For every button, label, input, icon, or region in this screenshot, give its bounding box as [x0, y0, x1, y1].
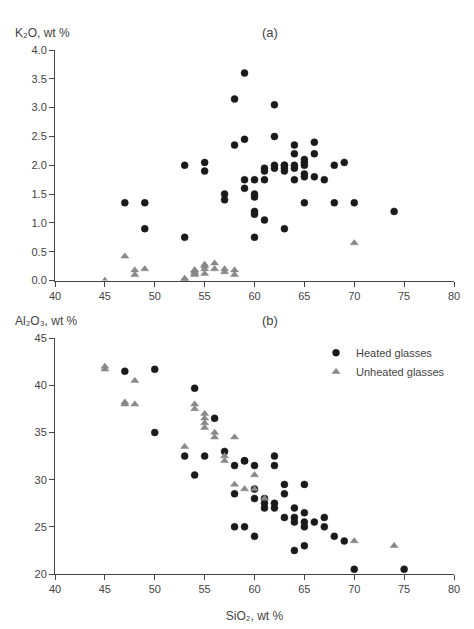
svg-text:55: 55: [199, 290, 211, 302]
svg-text:55: 55: [199, 583, 211, 595]
svg-text:80: 80: [448, 290, 460, 302]
svg-text:Unheated glasses: Unheated glasses: [356, 366, 445, 378]
svg-text:45: 45: [35, 332, 47, 344]
svg-text:30: 30: [35, 474, 47, 486]
svg-text:4.0: 4.0: [32, 44, 47, 56]
svg-text:60: 60: [248, 583, 260, 595]
svg-text:(b): (b): [262, 313, 278, 328]
svg-text:2.5: 2.5: [32, 130, 47, 142]
svg-text:25: 25: [35, 521, 47, 533]
svg-text:50: 50: [149, 583, 161, 595]
svg-text:70: 70: [348, 290, 360, 302]
svg-text:45: 45: [99, 583, 111, 595]
svg-text:75: 75: [398, 290, 410, 302]
svg-text:Al₂O₃, wt %: Al₂O₃, wt %: [15, 314, 78, 328]
svg-text:50: 50: [149, 290, 161, 302]
svg-text:SiO₂, wt %: SiO₂, wt %: [226, 609, 284, 623]
svg-text:65: 65: [298, 583, 310, 595]
svg-text:40: 40: [49, 583, 61, 595]
svg-text:40: 40: [49, 290, 61, 302]
svg-text:80: 80: [448, 583, 460, 595]
svg-text:60: 60: [248, 290, 260, 302]
svg-text:35: 35: [35, 426, 47, 438]
svg-text:(a): (a): [262, 25, 278, 40]
svg-text:65: 65: [298, 290, 310, 302]
svg-text:0.5: 0.5: [32, 246, 47, 258]
svg-text:1.0: 1.0: [32, 217, 47, 229]
svg-text:2.0: 2.0: [32, 159, 47, 171]
svg-text:20: 20: [35, 568, 47, 580]
svg-text:45: 45: [99, 290, 111, 302]
svg-text:75: 75: [398, 583, 410, 595]
svg-text:Heated glasses: Heated glasses: [356, 347, 432, 359]
svg-text:1.5: 1.5: [32, 188, 47, 200]
svg-text:70: 70: [348, 583, 360, 595]
svg-text:3.0: 3.0: [32, 101, 47, 113]
svg-text:3.5: 3.5: [32, 73, 47, 85]
svg-text:K₂O, wt %: K₂O, wt %: [15, 26, 70, 40]
svg-text:40: 40: [35, 379, 47, 391]
svg-text:0.0: 0.0: [32, 274, 47, 286]
